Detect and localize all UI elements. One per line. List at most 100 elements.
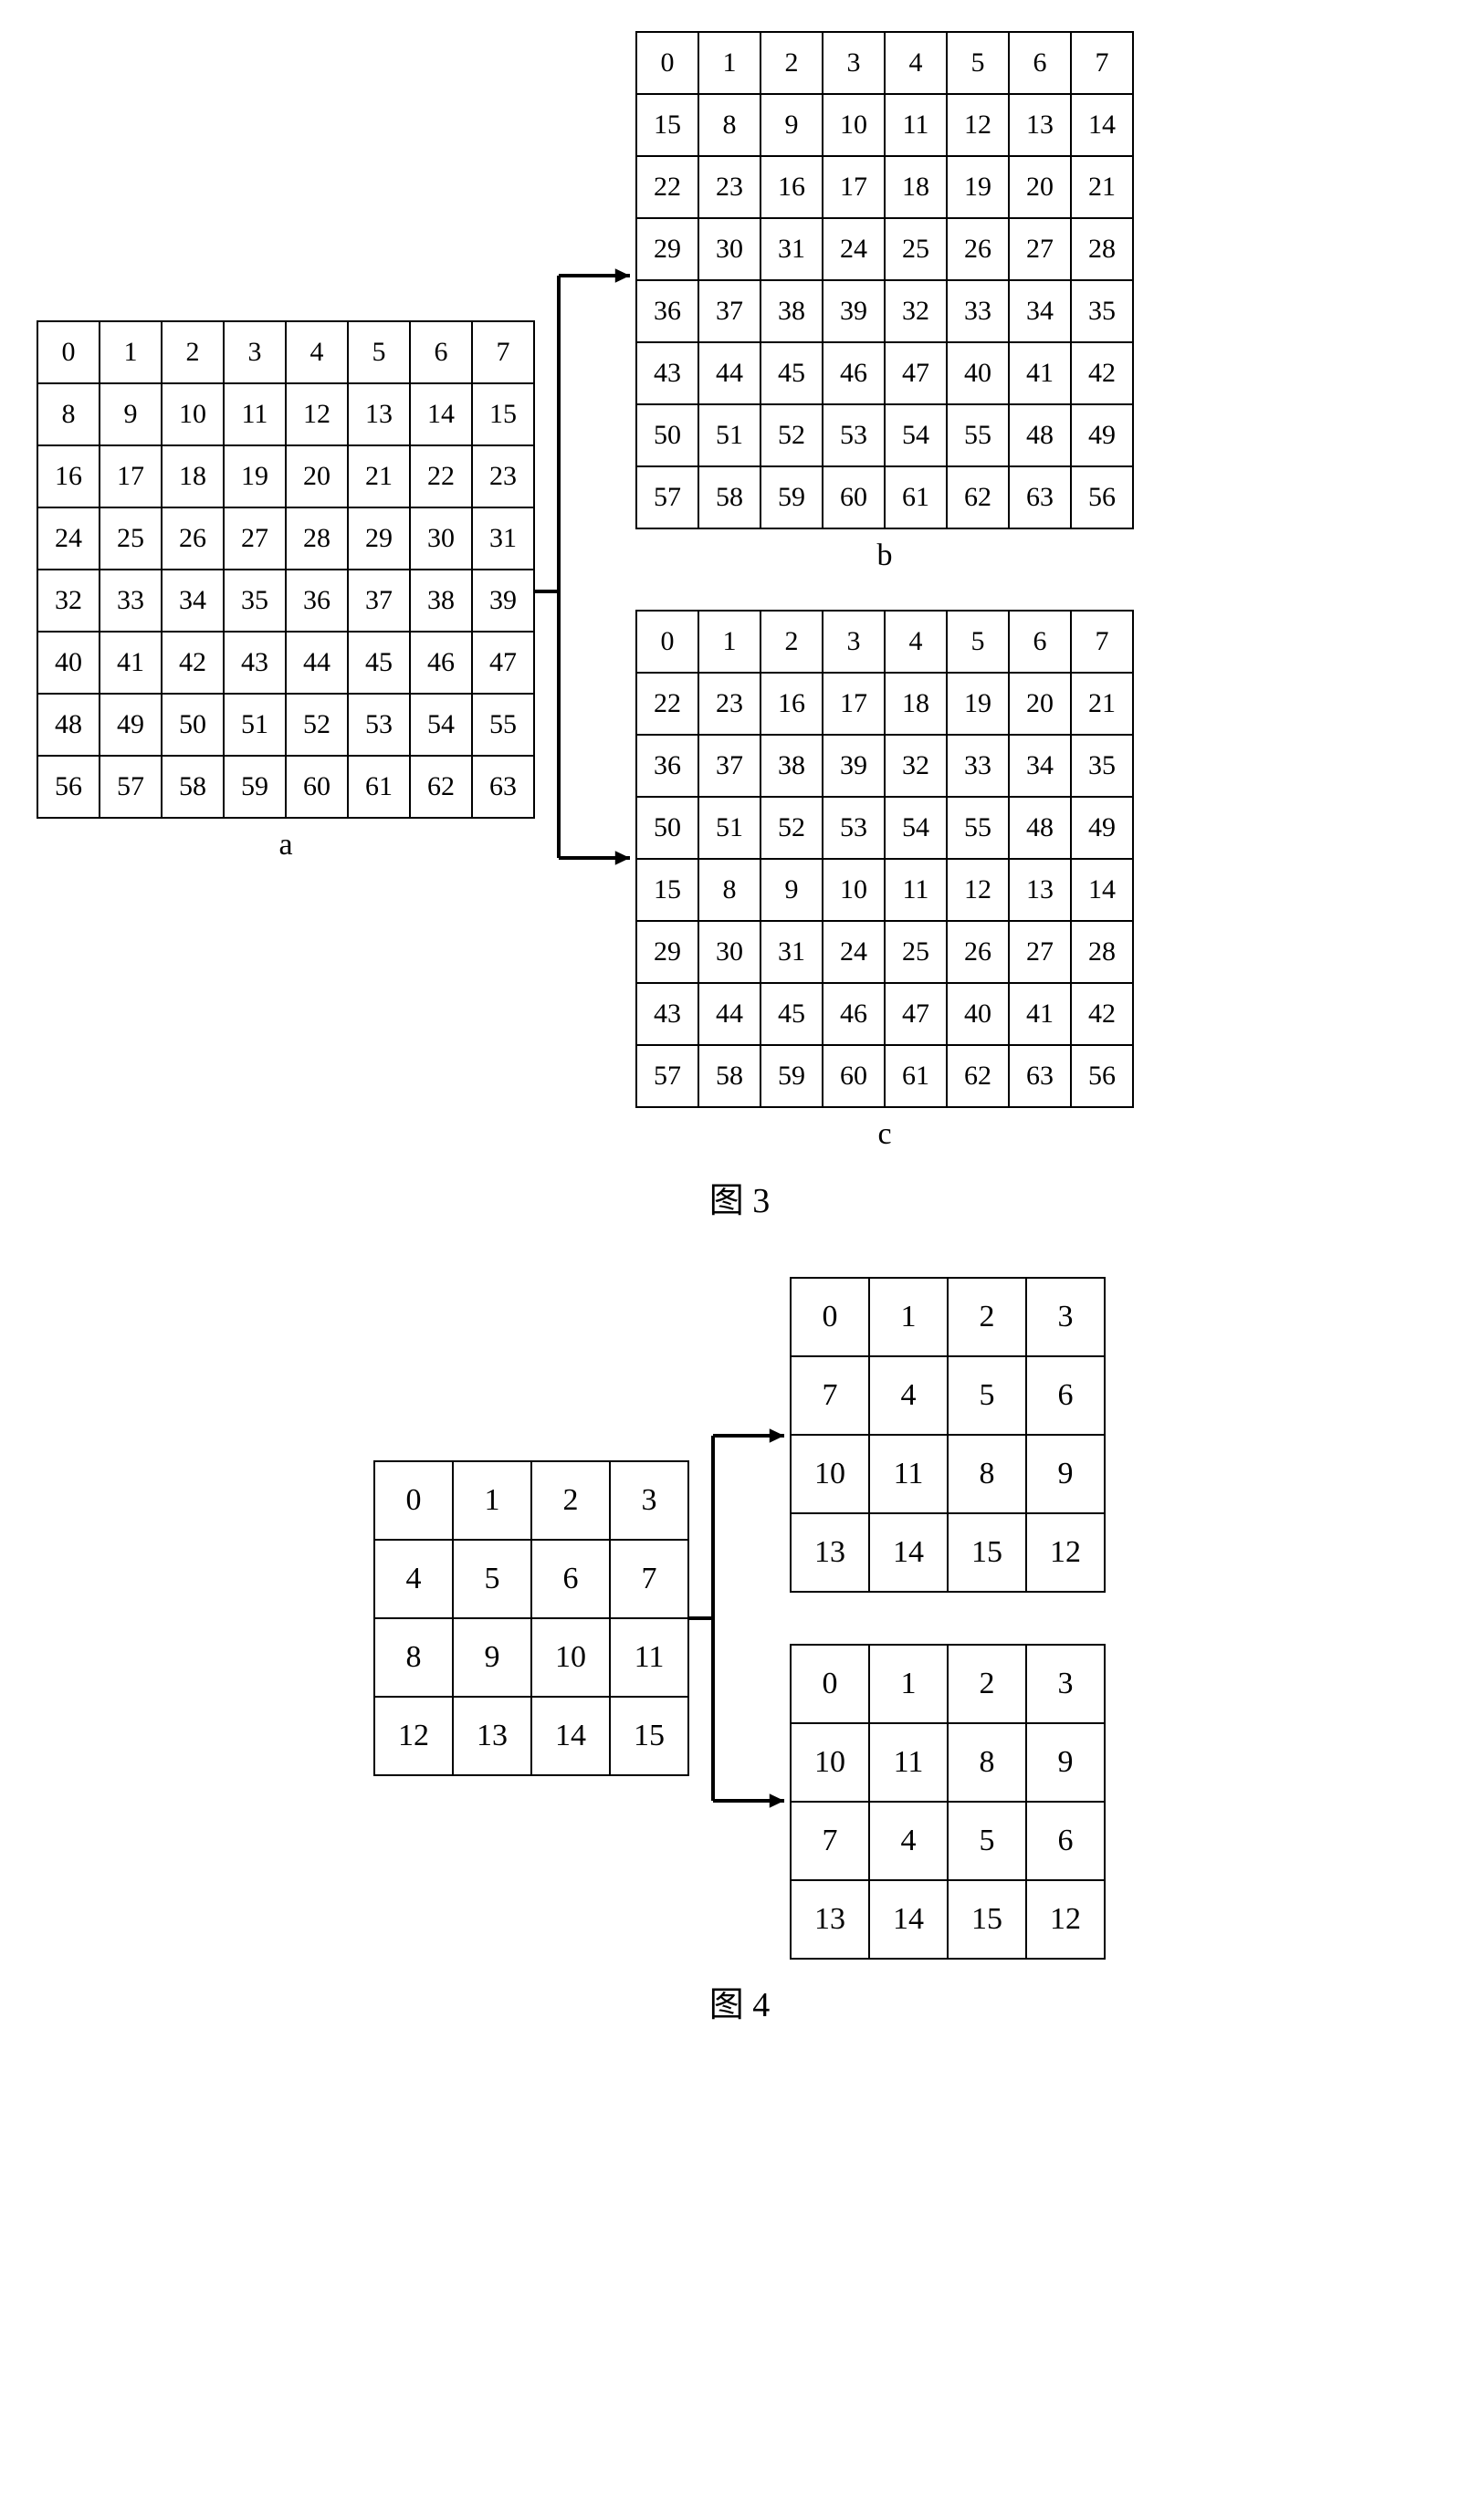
grid-cell: 11 xyxy=(869,1435,948,1513)
grid-cell: 4 xyxy=(869,1356,948,1435)
grid-cell: 53 xyxy=(823,797,885,859)
grid-cell: 22 xyxy=(636,673,698,735)
grid-cell: 47 xyxy=(472,632,534,694)
grid-cell: 10 xyxy=(791,1435,869,1513)
figure-4-connector xyxy=(689,1279,790,1958)
grid-cell: 59 xyxy=(760,466,823,528)
grid-cell: 49 xyxy=(1071,797,1133,859)
grid-cell: 56 xyxy=(1071,1045,1133,1107)
grid-cell: 29 xyxy=(636,218,698,280)
grid-cell: 26 xyxy=(162,507,224,570)
grid-cell: 41 xyxy=(1009,983,1071,1045)
grid-cell: 22 xyxy=(636,156,698,218)
grid-cell: 33 xyxy=(100,570,162,632)
grid-cell: 1 xyxy=(698,611,760,673)
grid-cell: 6 xyxy=(1009,611,1071,673)
grid-cell: 40 xyxy=(947,342,1009,404)
grid-cell: 3 xyxy=(224,321,286,383)
grid-cell: 31 xyxy=(760,218,823,280)
grid-cell: 28 xyxy=(1071,921,1133,983)
grid-cell: 36 xyxy=(636,735,698,797)
grid-cell: 16 xyxy=(760,673,823,735)
grid-cell: 9 xyxy=(453,1618,531,1697)
grid-cell: 30 xyxy=(698,921,760,983)
grid-cell: 32 xyxy=(885,280,947,342)
grid-cell: 27 xyxy=(224,507,286,570)
grid-cell: 27 xyxy=(1009,921,1071,983)
grid-cell: 24 xyxy=(823,218,885,280)
figure-4-table-a-wrap: 0123456789101112131415 xyxy=(373,1460,689,1776)
grid-cell: 18 xyxy=(885,156,947,218)
grid-cell: 44 xyxy=(698,342,760,404)
figure-4: 0123456789101112131415 01237456101189131… xyxy=(37,1277,1442,2026)
grid-cell: 31 xyxy=(760,921,823,983)
grid-cell: 19 xyxy=(947,156,1009,218)
grid-cell: 48 xyxy=(1009,797,1071,859)
grid-cell: 51 xyxy=(698,797,760,859)
grid-cell: 5 xyxy=(948,1802,1026,1880)
grid-cell: 30 xyxy=(410,507,472,570)
grid-cell: 26 xyxy=(947,921,1009,983)
grid-cell: 56 xyxy=(37,756,100,818)
grid-cell: 15 xyxy=(948,1513,1026,1592)
grid-cell: 34 xyxy=(162,570,224,632)
grid-cell: 11 xyxy=(885,859,947,921)
grid-cell: 28 xyxy=(1071,218,1133,280)
grid-cell: 25 xyxy=(885,218,947,280)
grid-cell: 0 xyxy=(636,611,698,673)
grid-cell: 4 xyxy=(374,1540,453,1618)
grid-cell: 41 xyxy=(100,632,162,694)
grid-cell: 32 xyxy=(37,570,100,632)
grid-cell: 12 xyxy=(374,1697,453,1775)
grid-cell: 9 xyxy=(100,383,162,445)
grid-cell: 5 xyxy=(947,32,1009,94)
grid-cell: 29 xyxy=(348,507,410,570)
figure-3-table-a-wrap: 0123456789101112131415161718192021222324… xyxy=(37,320,535,863)
grid-cell: 54 xyxy=(885,797,947,859)
grid-cell: 18 xyxy=(162,445,224,507)
grid-cell: 63 xyxy=(472,756,534,818)
grid-cell: 53 xyxy=(823,404,885,466)
grid-cell: 59 xyxy=(224,756,286,818)
grid-cell: 7 xyxy=(791,1356,869,1435)
grid-cell: 8 xyxy=(948,1723,1026,1802)
grid-cell: 8 xyxy=(37,383,100,445)
grid-cell: 50 xyxy=(636,404,698,466)
grid-cell: 62 xyxy=(947,1045,1009,1107)
grid-cell: 23 xyxy=(698,156,760,218)
grid-cell: 37 xyxy=(698,280,760,342)
grid-cell: 0 xyxy=(791,1278,869,1356)
grid-cell: 38 xyxy=(410,570,472,632)
grid-cell: 10 xyxy=(162,383,224,445)
grid-cell: 11 xyxy=(610,1618,688,1697)
grid-cell: 52 xyxy=(286,694,348,756)
figure-3-table-a-label: a xyxy=(37,828,535,863)
grid-cell: 55 xyxy=(947,797,1009,859)
grid-cell: 15 xyxy=(610,1697,688,1775)
grid-cell: 3 xyxy=(823,32,885,94)
grid-cell: 44 xyxy=(286,632,348,694)
grid-cell: 21 xyxy=(1071,673,1133,735)
grid-cell: 0 xyxy=(791,1645,869,1723)
grid-cell: 2 xyxy=(948,1645,1026,1723)
grid-cell: 10 xyxy=(823,94,885,156)
grid-cell: 11 xyxy=(869,1723,948,1802)
grid-cell: 21 xyxy=(1071,156,1133,218)
figure-3-left-column: 0123456789101112131415161718192021222324… xyxy=(37,320,535,863)
grid-cell: 9 xyxy=(760,94,823,156)
grid-cell: 57 xyxy=(100,756,162,818)
grid-cell: 3 xyxy=(823,611,885,673)
grid-cell: 2 xyxy=(531,1461,610,1540)
grid-cell: 39 xyxy=(472,570,534,632)
grid-cell: 10 xyxy=(791,1723,869,1802)
grid-cell: 21 xyxy=(348,445,410,507)
grid-cell: 33 xyxy=(947,280,1009,342)
grid-cell: 17 xyxy=(823,156,885,218)
grid-cell: 3 xyxy=(1026,1278,1105,1356)
grid-cell: 16 xyxy=(760,156,823,218)
grid-cell: 38 xyxy=(760,280,823,342)
grid-cell: 3 xyxy=(1026,1645,1105,1723)
grid-cell: 37 xyxy=(698,735,760,797)
grid-cell: 9 xyxy=(1026,1435,1105,1513)
grid-cell: 42 xyxy=(1071,983,1133,1045)
